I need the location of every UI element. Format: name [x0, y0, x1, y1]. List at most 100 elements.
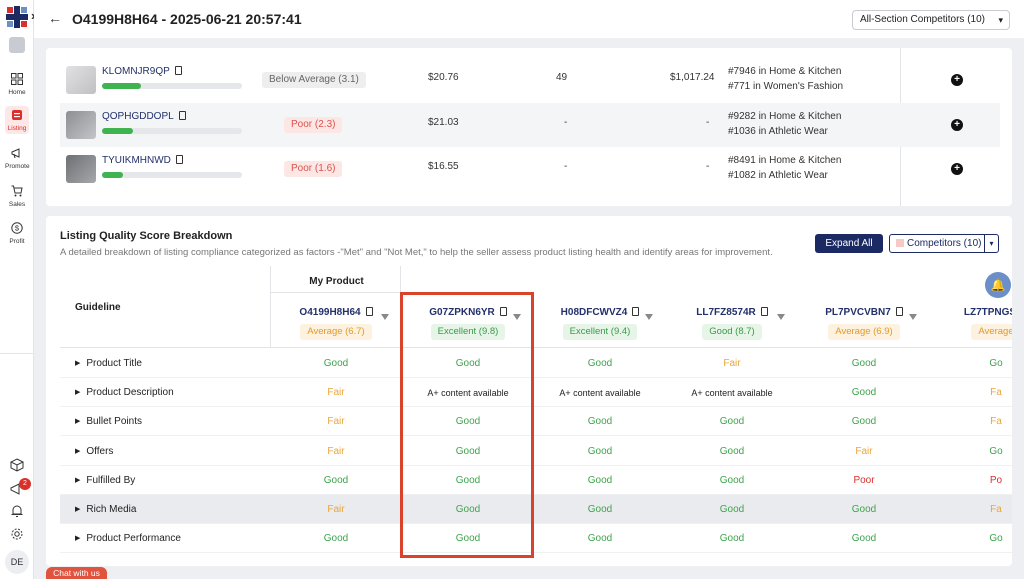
notification-bell-icon[interactable]: 🔔: [985, 272, 1011, 298]
guideline-status: Fair: [855, 445, 873, 457]
rating-badge: Poor (1.6): [284, 161, 343, 177]
product-thumbnail[interactable]: [66, 66, 96, 94]
chevron-down-icon: ▾: [998, 15, 1003, 25]
chevron-down-icon[interactable]: ▾: [984, 235, 998, 252]
table-header: Guideline My Product O4199H8H64 Average (…: [60, 266, 1012, 348]
guideline-status: Good: [455, 358, 481, 369]
copy-icon[interactable]: [895, 307, 903, 316]
guideline-status: Good: [851, 504, 877, 515]
cart-icon: [11, 185, 23, 197]
column-asin[interactable]: G07ZPKN6YR: [402, 306, 534, 318]
add-icon[interactable]: +: [951, 74, 963, 86]
copy-icon[interactable]: [760, 307, 768, 316]
column-score-badge: Excellent (9.8): [430, 324, 506, 340]
rating-badge: Below Average (3.1): [262, 72, 366, 88]
column-asin[interactable]: H08DFCWVZ4: [534, 306, 666, 318]
competitor-section-select[interactable]: All-Section Competitors (10) ▾: [851, 10, 1010, 30]
table-row[interactable]: Product Title Good Good Good Fair Good Go: [60, 349, 1012, 378]
user-avatar[interactable]: DE: [5, 550, 29, 574]
copy-icon[interactable]: [178, 111, 186, 120]
score-progress-bar: [102, 83, 242, 89]
score-progress-bar: [102, 172, 242, 178]
column-asin[interactable]: LL7FZ8574R: [666, 306, 798, 318]
expand-all-button[interactable]: Expand All: [815, 234, 883, 253]
guideline-status: Good: [455, 474, 481, 486]
column-asin-text: H08DFCWVZ4: [560, 307, 628, 318]
sidebar-item-label: Profit: [9, 238, 25, 245]
rank-cell: #9282 in Home & Kitchen #1036 in Athletic…: [728, 109, 841, 139]
table-row[interactable]: Product Description Fair A+ content availa…: [60, 378, 1012, 408]
filter-icon[interactable]: [513, 314, 521, 320]
filter-icon[interactable]: [645, 314, 653, 320]
account-placeholder-icon[interactable]: [9, 37, 25, 53]
product-asin[interactable]: TYUIKMHNWD: [102, 155, 183, 166]
table-row[interactable]: Offers Fair Good Good Good Fair Go: [60, 437, 1012, 466]
guideline-label[interactable]: Bullet Points: [75, 416, 142, 427]
page-header: ← O4199H8H64 - 2025-06-21 20:57:41 All-S…: [34, 0, 1024, 38]
table-row[interactable]: Fulfilled By Good Good Good Good Poor Po: [60, 466, 1012, 495]
column-score-badge: Average (6.9): [828, 324, 900, 340]
guideline-status: Good: [719, 533, 745, 545]
product-asin[interactable]: QOPHGDDOPL: [102, 111, 186, 122]
guideline-status: Good: [455, 504, 481, 515]
column-asin-text: G07ZPKN6YR: [429, 307, 495, 318]
score-progress-fill: [102, 172, 123, 178]
column-asin-text: LZ7TPNGS: [963, 307, 1012, 318]
sidebar-item-home[interactable]: Home: [0, 70, 34, 98]
table-row[interactable]: Bullet Points Fair Good Good Good Good Fa: [60, 407, 1012, 437]
table-row: TYUIKMHNWD Poor (1.6) $16.55 - - #8491 i…: [60, 147, 1000, 191]
app-logo-icon[interactable]: [6, 6, 28, 28]
box-icon[interactable]: [10, 458, 24, 472]
section-title: Listing Quality Score Breakdown: [60, 230, 233, 242]
guideline-label[interactable]: Offers: [75, 446, 113, 457]
add-icon[interactable]: +: [951, 119, 963, 131]
bell-icon[interactable]: [10, 504, 24, 518]
back-arrow-icon[interactable]: ←: [48, 10, 62, 26]
product-thumbnail[interactable]: [66, 155, 96, 183]
copy-icon[interactable]: [175, 155, 183, 164]
column-asin[interactable]: O4199H8H64: [270, 306, 402, 318]
guideline-label[interactable]: Fulfilled By: [75, 475, 135, 486]
table-row[interactable]: Product Performance Good Good Good Good Good G…: [60, 524, 1012, 554]
copy-icon[interactable]: [499, 307, 507, 316]
listing-icon: [12, 110, 22, 120]
guideline-status: Good: [587, 358, 613, 369]
copy-icon[interactable]: [174, 66, 182, 75]
gear-icon[interactable]: [10, 527, 24, 541]
header-divider: [271, 292, 402, 293]
product-thumbnail[interactable]: [66, 111, 96, 139]
guideline-status: Fa: [990, 387, 1002, 399]
filter-icon[interactable]: [381, 314, 389, 320]
guideline-status: Fa: [990, 504, 1002, 515]
competitor-column-header: PL7PVCVBN7 Average (6.9): [798, 306, 930, 340]
column-asin[interactable]: PL7PVCVBN7: [798, 306, 930, 318]
grid-icon: [896, 239, 904, 247]
guideline-status: Fair: [327, 387, 345, 399]
guideline-label[interactable]: Product Description: [75, 387, 173, 398]
guideline-status: Good: [455, 445, 481, 457]
guideline-status: Good: [719, 504, 745, 515]
guideline-status: Good: [323, 474, 349, 486]
announcement-icon[interactable]: [10, 482, 24, 496]
guideline-label[interactable]: Rich Media: [75, 504, 136, 515]
sidebar-item-profit[interactable]: $ Profit: [0, 219, 34, 247]
filter-icon[interactable]: [909, 314, 917, 320]
filter-icon[interactable]: [777, 314, 785, 320]
guideline-label[interactable]: Product Performance: [75, 533, 181, 544]
guideline-status: Go: [989, 358, 1003, 369]
guideline-label[interactable]: Product Title: [75, 358, 142, 369]
competitors-button[interactable]: Competitors (10) ▾: [889, 234, 999, 253]
chat-with-us-button[interactable]: Chat with us: [46, 567, 107, 579]
product-asin-text: QOPHGDDOPL: [102, 111, 174, 122]
column-asin[interactable]: LZ7TPNGS: [930, 306, 1012, 318]
sidebar-item-label: Listing: [7, 125, 27, 132]
copy-icon[interactable]: [632, 307, 640, 316]
add-icon[interactable]: +: [951, 163, 963, 175]
sidebar-item-sales[interactable]: Sales: [0, 182, 34, 210]
column-score-badge: Good (8.7): [702, 324, 762, 340]
sidebar-item-promote[interactable]: Promote: [0, 144, 34, 172]
copy-icon[interactable]: [365, 307, 373, 316]
product-asin[interactable]: KLOMNJR9QP: [102, 66, 182, 77]
table-row[interactable]: Rich Media Fair Good Good Good Good Fa: [60, 495, 1012, 524]
sidebar-item-listing[interactable]: Listing: [0, 106, 34, 134]
